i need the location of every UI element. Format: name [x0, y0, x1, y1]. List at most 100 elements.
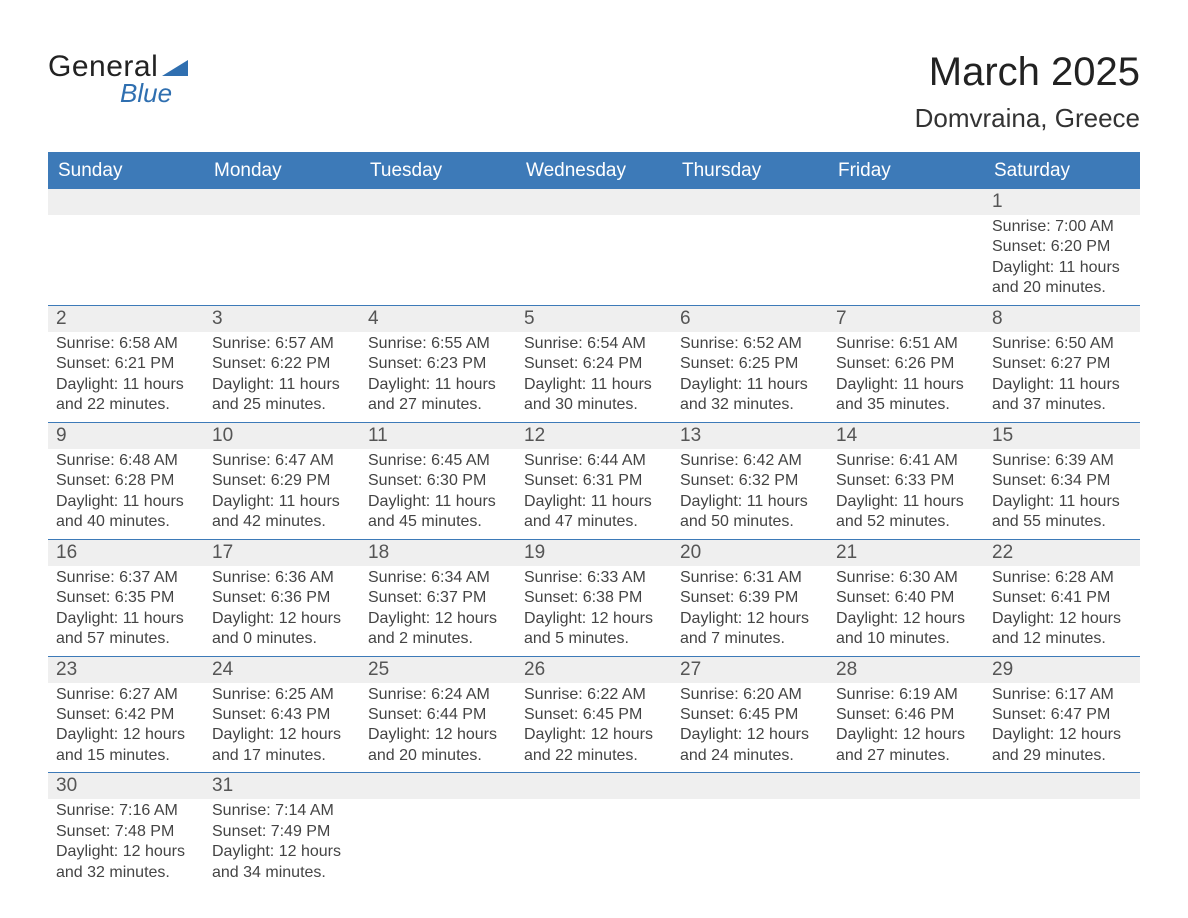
day-number-cell: 28 [828, 656, 984, 683]
day-number-cell: 4 [360, 305, 516, 332]
daylight-text: Daylight: 12 hours and 10 minutes. [836, 609, 976, 650]
sunset-text: Sunset: 6:34 PM [992, 471, 1132, 491]
sunrise-text: Sunrise: 6:41 AM [836, 451, 976, 471]
day-number-cell: 9 [48, 422, 204, 449]
day-number-cell: 5 [516, 305, 672, 332]
day-data-cell: Sunrise: 6:52 AMSunset: 6:25 PMDaylight:… [672, 332, 828, 422]
day-data-cell: Sunrise: 7:00 AMSunset: 6:20 PMDaylight:… [984, 215, 1140, 305]
day-data: Sunrise: 6:57 AMSunset: 6:22 PMDaylight:… [204, 332, 360, 422]
day-number-cell: 27 [672, 656, 828, 683]
sunset-text: Sunset: 6:47 PM [992, 705, 1132, 725]
day-data-cell: Sunrise: 6:44 AMSunset: 6:31 PMDaylight:… [516, 449, 672, 539]
day-number-cell [672, 773, 828, 800]
day-number: 26 [516, 657, 672, 683]
day-number-cell: 3 [204, 305, 360, 332]
day-number-cell: 8 [984, 305, 1140, 332]
calendar-table: Sunday Monday Tuesday Wednesday Thursday… [48, 152, 1140, 889]
sunset-text: Sunset: 6:32 PM [680, 471, 820, 491]
day-number-cell [360, 189, 516, 216]
day-data: Sunrise: 6:47 AMSunset: 6:29 PMDaylight:… [204, 449, 360, 539]
day-number: 27 [672, 657, 828, 683]
day-number: 23 [48, 657, 204, 683]
sunrise-text: Sunrise: 6:25 AM [212, 685, 352, 705]
weekday-header-row: Sunday Monday Tuesday Wednesday Thursday… [48, 153, 1140, 189]
sunset-text: Sunset: 6:39 PM [680, 588, 820, 608]
daylight-text: Daylight: 11 hours and 42 minutes. [212, 492, 352, 533]
sunrise-text: Sunrise: 6:36 AM [212, 568, 352, 588]
day-data-cell: Sunrise: 6:50 AMSunset: 6:27 PMDaylight:… [984, 332, 1140, 422]
sunrise-text: Sunrise: 6:45 AM [368, 451, 508, 471]
sunrise-text: Sunrise: 6:30 AM [836, 568, 976, 588]
day-number: 21 [828, 540, 984, 566]
day-data-cell [360, 799, 516, 889]
day-number: 13 [672, 423, 828, 449]
day-data-row: Sunrise: 6:37 AMSunset: 6:35 PMDaylight:… [48, 566, 1140, 656]
day-data: Sunrise: 7:14 AMSunset: 7:49 PMDaylight:… [204, 799, 360, 889]
sunrise-text: Sunrise: 6:24 AM [368, 685, 508, 705]
sunrise-text: Sunrise: 6:39 AM [992, 451, 1132, 471]
logo-word-2: Blue [120, 78, 188, 109]
day-data: Sunrise: 6:22 AMSunset: 6:45 PMDaylight:… [516, 683, 672, 773]
day-data-cell: Sunrise: 6:20 AMSunset: 6:45 PMDaylight:… [672, 683, 828, 773]
day-data-cell: Sunrise: 6:31 AMSunset: 6:39 PMDaylight:… [672, 566, 828, 656]
day-data: Sunrise: 6:51 AMSunset: 6:26 PMDaylight:… [828, 332, 984, 422]
sunset-text: Sunset: 6:28 PM [56, 471, 196, 491]
day-data-cell: Sunrise: 6:58 AMSunset: 6:21 PMDaylight:… [48, 332, 204, 422]
day-data: Sunrise: 6:52 AMSunset: 6:25 PMDaylight:… [672, 332, 828, 422]
day-number-cell [48, 189, 204, 216]
sunset-text: Sunset: 6:31 PM [524, 471, 664, 491]
day-data-cell: Sunrise: 6:45 AMSunset: 6:30 PMDaylight:… [360, 449, 516, 539]
daylight-text: Daylight: 12 hours and 27 minutes. [836, 725, 976, 766]
day-number: 8 [984, 306, 1140, 332]
day-data-cell: Sunrise: 6:27 AMSunset: 6:42 PMDaylight:… [48, 683, 204, 773]
sunset-text: Sunset: 6:27 PM [992, 354, 1132, 374]
sunrise-text: Sunrise: 6:27 AM [56, 685, 196, 705]
title-location: Domvraina, Greece [915, 103, 1140, 134]
day-number-cell: 17 [204, 539, 360, 566]
daylight-text: Daylight: 12 hours and 15 minutes. [56, 725, 196, 766]
day-data-cell: Sunrise: 6:22 AMSunset: 6:45 PMDaylight:… [516, 683, 672, 773]
day-number: 25 [360, 657, 516, 683]
day-number-cell: 14 [828, 422, 984, 449]
day-number: 19 [516, 540, 672, 566]
day-data: Sunrise: 6:27 AMSunset: 6:42 PMDaylight:… [48, 683, 204, 773]
day-number-cell: 15 [984, 422, 1140, 449]
sunrise-text: Sunrise: 6:42 AM [680, 451, 820, 471]
day-number-row: 16171819202122 [48, 539, 1140, 566]
day-data-cell: Sunrise: 6:19 AMSunset: 6:46 PMDaylight:… [828, 683, 984, 773]
day-data: Sunrise: 6:48 AMSunset: 6:28 PMDaylight:… [48, 449, 204, 539]
sunset-text: Sunset: 6:45 PM [524, 705, 664, 725]
day-number-row: 2345678 [48, 305, 1140, 332]
sunrise-text: Sunrise: 6:57 AM [212, 334, 352, 354]
day-number-cell: 18 [360, 539, 516, 566]
day-data-cell: Sunrise: 6:36 AMSunset: 6:36 PMDaylight:… [204, 566, 360, 656]
sunset-text: Sunset: 6:21 PM [56, 354, 196, 374]
day-data-cell: Sunrise: 6:17 AMSunset: 6:47 PMDaylight:… [984, 683, 1140, 773]
day-data-cell: Sunrise: 6:37 AMSunset: 6:35 PMDaylight:… [48, 566, 204, 656]
day-data-cell: Sunrise: 6:30 AMSunset: 6:40 PMDaylight:… [828, 566, 984, 656]
sunset-text: Sunset: 6:45 PM [680, 705, 820, 725]
daylight-text: Daylight: 11 hours and 32 minutes. [680, 375, 820, 416]
day-number-cell: 19 [516, 539, 672, 566]
day-data-cell: Sunrise: 6:57 AMSunset: 6:22 PMDaylight:… [204, 332, 360, 422]
daylight-text: Daylight: 11 hours and 57 minutes. [56, 609, 196, 650]
sunset-text: Sunset: 6:23 PM [368, 354, 508, 374]
day-number-cell: 20 [672, 539, 828, 566]
daylight-text: Daylight: 12 hours and 7 minutes. [680, 609, 820, 650]
sunset-text: Sunset: 6:22 PM [212, 354, 352, 374]
day-data: Sunrise: 6:30 AMSunset: 6:40 PMDaylight:… [828, 566, 984, 656]
sunset-text: Sunset: 7:48 PM [56, 822, 196, 842]
day-data-cell [984, 799, 1140, 889]
day-number: 1 [984, 189, 1140, 215]
day-data: Sunrise: 6:20 AMSunset: 6:45 PMDaylight:… [672, 683, 828, 773]
sunset-text: Sunset: 6:41 PM [992, 588, 1132, 608]
weekday-header: Wednesday [516, 153, 672, 189]
day-number-cell [828, 189, 984, 216]
sunset-text: Sunset: 6:37 PM [368, 588, 508, 608]
day-number-cell: 1 [984, 189, 1140, 216]
day-number: 5 [516, 306, 672, 332]
sunrise-text: Sunrise: 6:31 AM [680, 568, 820, 588]
day-data-cell: Sunrise: 6:55 AMSunset: 6:23 PMDaylight:… [360, 332, 516, 422]
day-number: 28 [828, 657, 984, 683]
day-number-cell: 25 [360, 656, 516, 683]
